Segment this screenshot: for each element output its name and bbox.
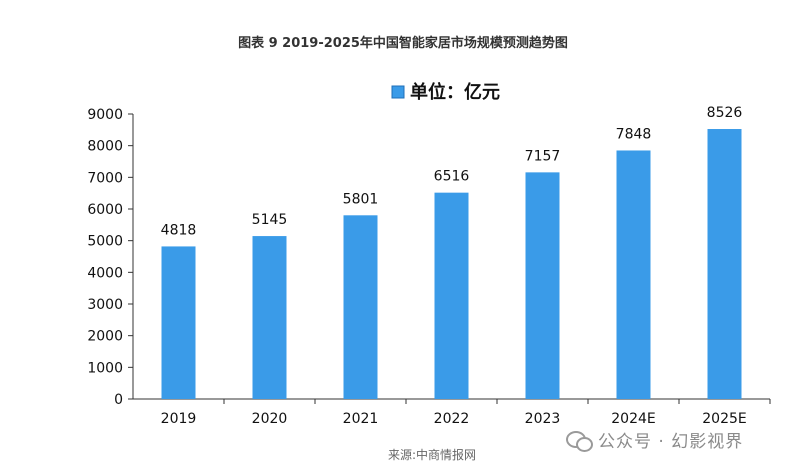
source-note: 来源:中商情报网 xyxy=(388,448,477,462)
x-tick-label: 2024E xyxy=(611,411,655,427)
y-tick-label: 2000 xyxy=(87,329,123,345)
bar xyxy=(525,172,560,399)
legend-swatch xyxy=(391,85,405,99)
bar xyxy=(707,129,742,399)
bar xyxy=(161,246,196,399)
watermark-text: 公众号 · 幻影视界 xyxy=(598,432,744,452)
chart-title: 图表 9 2019-2025年中国智能家居市场规模预测趋势图 xyxy=(238,36,568,51)
data-label: 4818 xyxy=(161,222,197,238)
bar xyxy=(434,192,469,399)
y-tick-label: 9000 xyxy=(87,107,123,123)
bar xyxy=(343,215,378,399)
data-label: 8526 xyxy=(707,105,743,121)
bar xyxy=(616,150,651,399)
x-tick-label: 2023 xyxy=(525,411,561,427)
y-tick-label: 7000 xyxy=(87,170,123,186)
legend-label: 单位：亿元 xyxy=(410,81,500,103)
y-tick-label: 3000 xyxy=(87,297,123,313)
data-label: 6516 xyxy=(434,169,470,185)
data-label: 7848 xyxy=(616,126,652,142)
y-tick-label: 6000 xyxy=(87,202,123,218)
x-tick-label: 2021 xyxy=(343,411,379,427)
data-label: 5145 xyxy=(252,212,288,228)
y-tick-label: 8000 xyxy=(87,139,123,155)
y-tick-label: 4000 xyxy=(87,265,123,281)
x-tick-label: 2025E xyxy=(702,411,746,427)
bar xyxy=(252,236,287,399)
watermark: 公众号 · 幻影视界 xyxy=(566,427,743,452)
data-label: 7157 xyxy=(525,148,561,164)
data-label: 5801 xyxy=(343,191,379,207)
y-tick-label: 5000 xyxy=(87,234,123,250)
x-tick-label: 2019 xyxy=(161,411,197,427)
y-tick-label: 1000 xyxy=(87,360,123,376)
wechat-icon xyxy=(566,429,593,452)
x-tick-label: 2022 xyxy=(434,411,470,427)
y-tick-label: 0 xyxy=(114,392,123,408)
x-tick-label: 2020 xyxy=(252,411,288,427)
